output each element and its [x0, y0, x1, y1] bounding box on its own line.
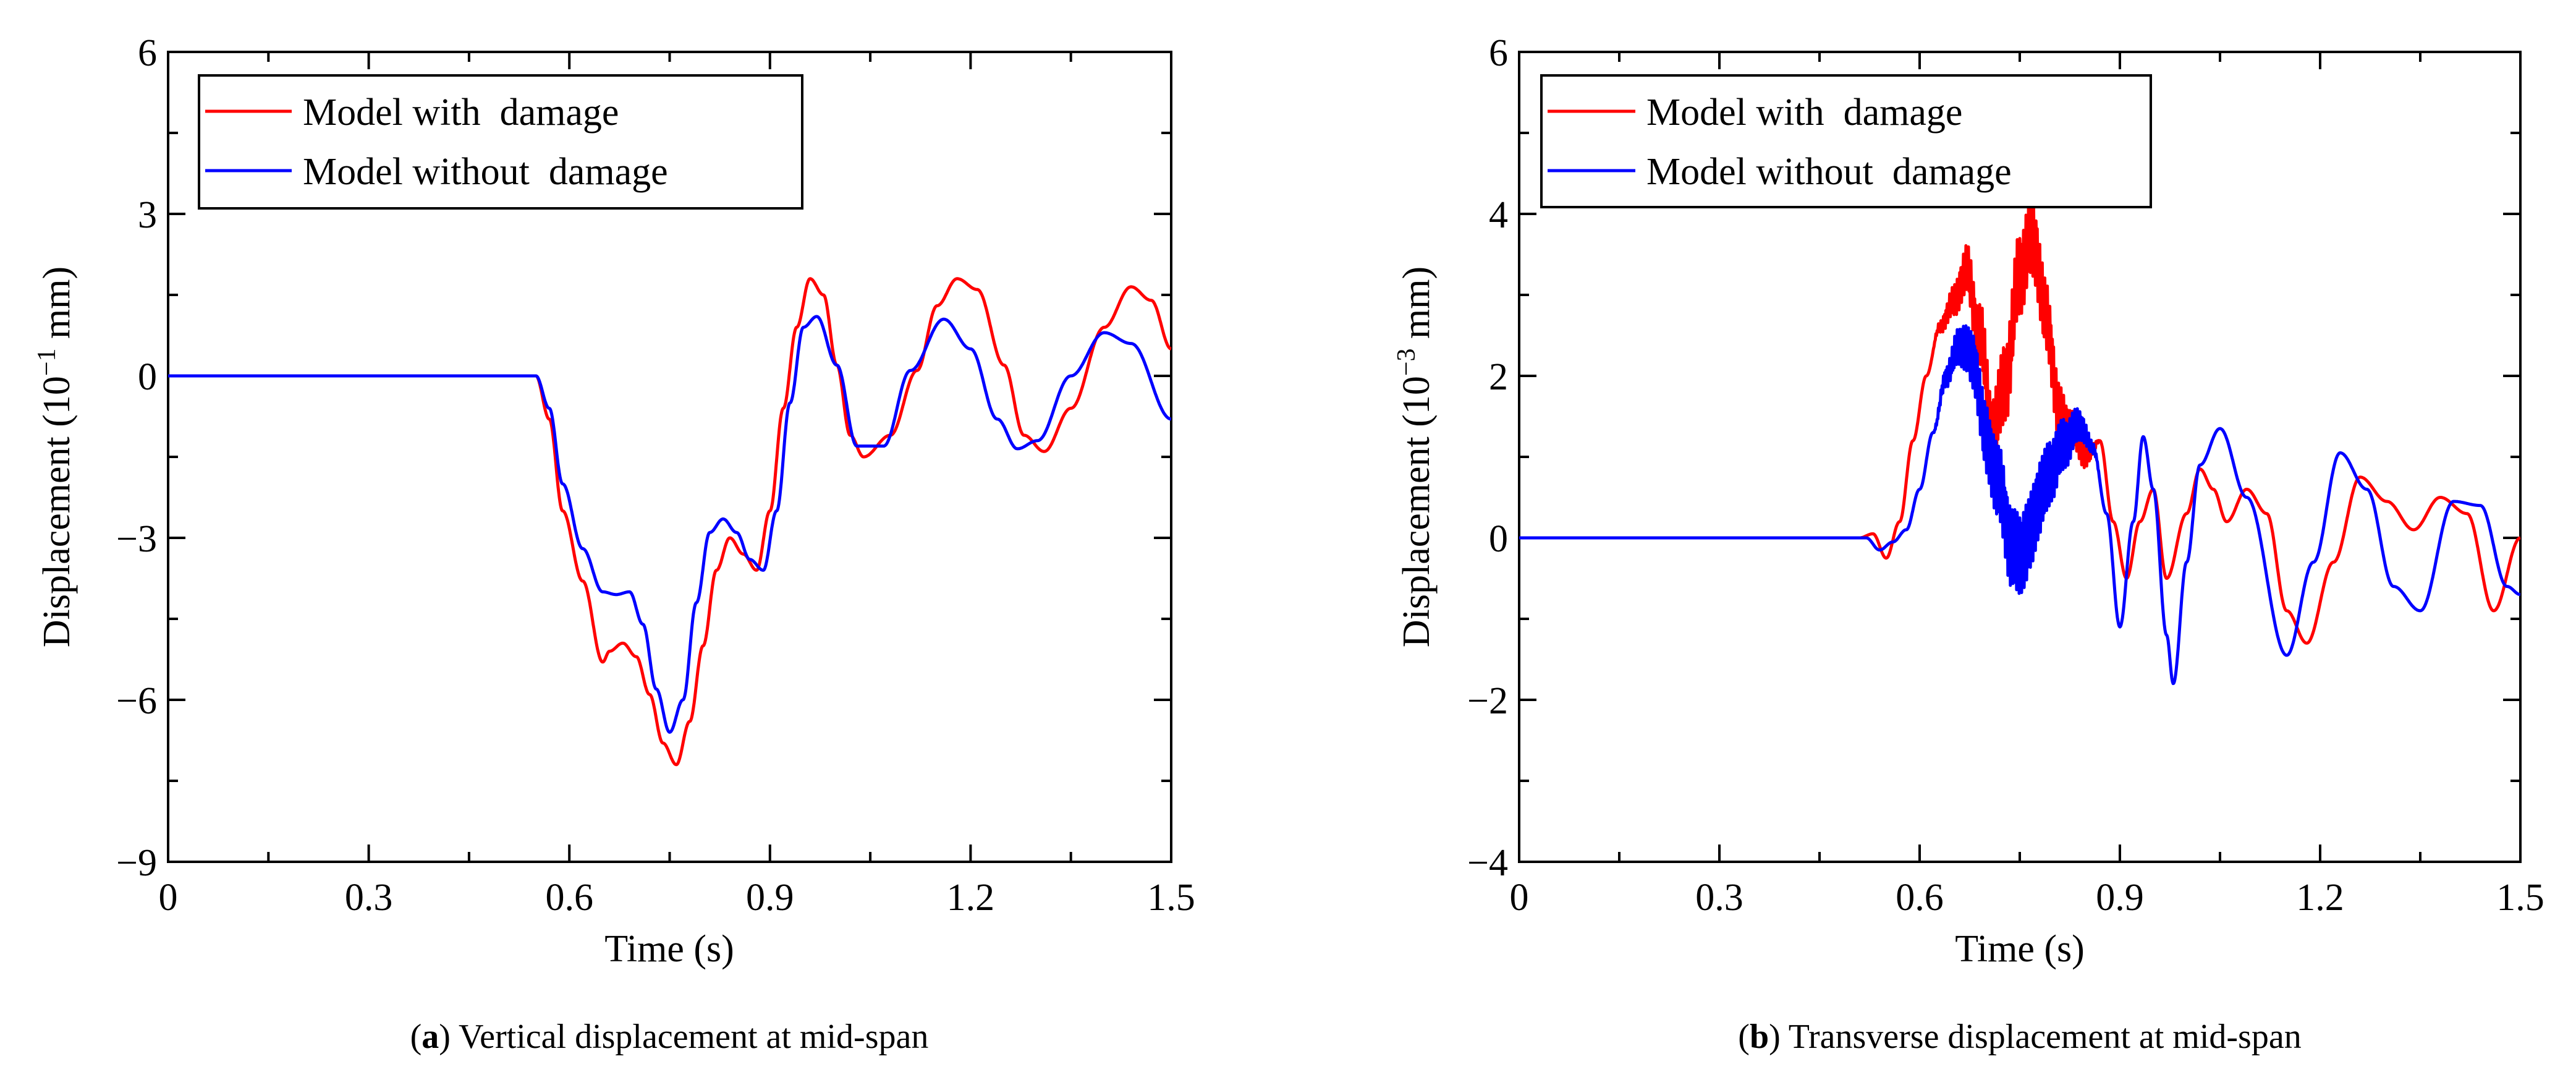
y-axis-label: Displacement (10−1 mm) [33, 266, 78, 647]
caption-b-text: Transverse displacement at mid-span [1781, 1018, 2302, 1056]
legend-label-no-damage: Model without damage [303, 151, 668, 193]
series-lines [167, 277, 1172, 767]
series-lines [1518, 197, 2522, 686]
legend-box [198, 74, 803, 210]
x-tick-label: 1.5 [2496, 877, 2544, 919]
series-line-with-damage [167, 277, 1172, 767]
series-line-without-damage [1518, 324, 2522, 686]
y-tick-label: 6 [138, 32, 157, 74]
x-tick-labels: 0 0.3 0.6 0.9 1.2 1.5 [1510, 877, 2544, 919]
y-tick-label: 6 [1489, 32, 1508, 74]
y-axis-label: Displacement (10−3 mm) [1392, 266, 1438, 647]
y-axis-label-exponent: −1 [33, 348, 61, 376]
x-tick-label: 0 [159, 877, 178, 919]
legend: Model with damage Model without damage [1540, 74, 2152, 208]
legend-label-damage: Model with damage [303, 91, 619, 134]
legend-box [1540, 74, 2152, 208]
caption-a-text: Vertical displacement at mid-span [451, 1018, 928, 1056]
chart-panel-a: 0 0.3 0.6 0.9 1.2 1.5 −9 −6 −3 0 3 6 Model with da… [33, 32, 1195, 970]
y-tick-label: −9 [116, 842, 157, 884]
x-tick-label: 0.9 [746, 877, 794, 919]
y-axis-label-prefix: Displacement (10 [36, 376, 78, 647]
x-tick-label: 0.9 [2096, 877, 2144, 919]
series-line-without-damage [167, 315, 1172, 734]
x-tick-labels: 0 0.3 0.6 0.9 1.2 1.5 [159, 877, 1195, 919]
y-axis-label-prefix: Displacement (10 [1396, 376, 1438, 647]
x-tick-label: 0.3 [345, 877, 393, 919]
y-tick-label: −4 [1467, 842, 1508, 884]
legend-label-no-damage: Model without damage [1646, 151, 2012, 193]
legend-label-damage: Model with damage [1646, 91, 1962, 134]
y-axis-label-exponent: −3 [1392, 348, 1421, 376]
y-tick-labels: −9 −6 −3 0 3 6 [116, 32, 157, 884]
y-tick-label: 0 [1489, 518, 1508, 560]
y-tick-label: 3 [138, 194, 157, 236]
y-tick-label: 2 [1489, 356, 1508, 398]
caption-b: (b) Transverse displacement at mid-span [1738, 1018, 2301, 1056]
x-tick-label: 1.2 [2296, 877, 2344, 919]
x-tick-label: 1.2 [947, 877, 995, 919]
x-tick-label: 0 [1510, 877, 1529, 919]
x-tick-label: 0.6 [1896, 877, 1944, 919]
y-axis-label-suffix: mm) [36, 266, 78, 349]
y-tick-label: −3 [116, 518, 157, 560]
caption-a-tag: a [422, 1018, 439, 1056]
legend: Model with damage Model without damage [198, 74, 803, 210]
x-axis-label: Time (s) [604, 928, 734, 970]
y-tick-label: 0 [138, 356, 157, 398]
tick-marks [167, 51, 1172, 863]
y-tick-labels: −4 −2 0 2 4 6 [1467, 32, 1508, 884]
chart-panel-b: 0 0.3 0.6 0.9 1.2 1.5 −4 −2 0 2 4 6 Model with dam… [1392, 32, 2544, 970]
x-axis-label: Time (s) [1955, 928, 2085, 970]
y-axis-label-suffix: mm) [1396, 266, 1438, 349]
x-tick-label: 0.3 [1695, 877, 1743, 919]
y-tick-label: 4 [1489, 194, 1508, 236]
x-tick-label: 1.5 [1147, 877, 1195, 919]
x-tick-label: 0.6 [545, 877, 593, 919]
y-tick-label: −2 [1467, 680, 1508, 722]
caption-a: (a) Vertical displacement at mid-span [410, 1018, 929, 1056]
y-tick-label: −6 [116, 680, 157, 722]
caption-b-tag: b [1750, 1018, 1769, 1056]
